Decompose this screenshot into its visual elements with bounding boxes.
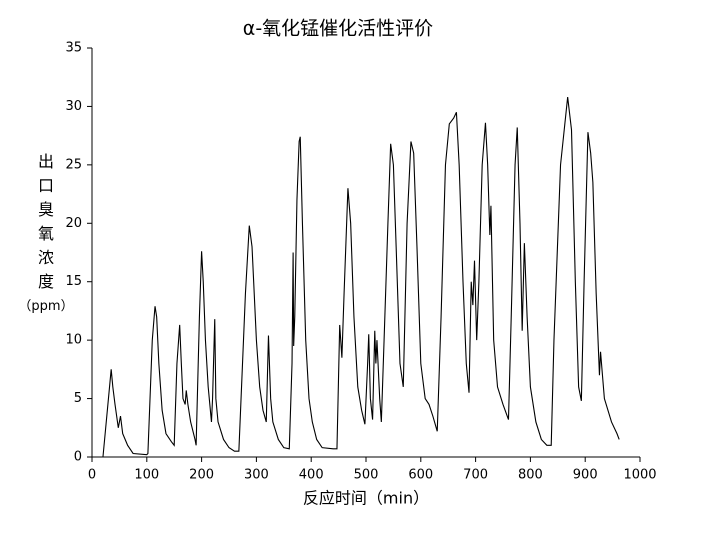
x-tick-label: 200 — [189, 468, 214, 483]
x-tick-label: 500 — [354, 468, 379, 483]
x-tick-label: 900 — [573, 468, 598, 483]
chart-title: α-氧化锰催化活性评价 — [243, 18, 433, 40]
y-tick-label: 15 — [65, 274, 82, 289]
y-tick-label: 30 — [65, 99, 82, 114]
data-line — [102, 97, 620, 458]
y-tick-label: 10 — [65, 333, 82, 348]
y-tick-label: 0 — [74, 450, 82, 465]
x-axis-label: 反应时间（min） — [303, 489, 429, 508]
x-tick-label: 100 — [134, 468, 159, 483]
x-tick-label: 600 — [408, 468, 433, 483]
x-tick-label: 400 — [299, 468, 324, 483]
x-tick-label: 0 — [88, 468, 96, 483]
x-tick-label: 800 — [518, 468, 543, 483]
y-tick-label: 35 — [65, 41, 82, 56]
x-tick-label: 300 — [244, 468, 269, 483]
y-tick-label: 20 — [65, 216, 82, 231]
y-axis-label: 出口臭氧浓度（ppm） — [18, 152, 73, 314]
x-tick-label: 700 — [463, 468, 488, 483]
y-tick-label: 5 — [74, 391, 82, 406]
y-tick-label: 25 — [65, 157, 82, 172]
x-tick-label: 1000 — [623, 468, 656, 483]
